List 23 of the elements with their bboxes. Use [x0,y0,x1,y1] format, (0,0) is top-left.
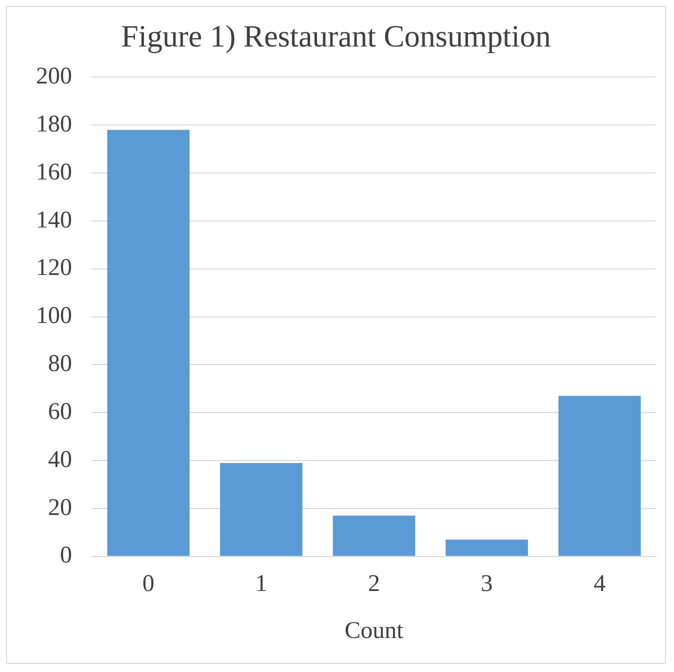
bar [107,130,190,556]
y-tick-label: 60 [48,398,72,425]
y-tick-label: 180 [36,111,72,138]
x-tick-label: 0 [142,571,154,598]
y-tick-label: 40 [48,446,72,473]
y-tick-label: 120 [36,255,72,282]
y-tick-label: 200 [36,63,72,90]
y-tick-label: 160 [36,159,72,186]
y-tick-label: 80 [48,351,72,378]
bar [332,516,416,556]
y-tick-label: 100 [36,303,72,330]
x-tick-label: 3 [480,571,493,598]
bar [558,396,641,556]
x-tick-label: 2 [368,571,380,598]
bar [220,462,302,556]
x-axis-title: Count [344,618,404,644]
y-tick-label: 20 [48,494,72,521]
y-tick-label: 140 [36,207,72,234]
x-tick-label: 4 [594,571,606,598]
x-tick-label: 1 [255,571,268,598]
y-tick-label: 0 [60,542,72,569]
chart-title: Figure 1) Restaurant Consumption [121,18,552,54]
bar [446,540,528,556]
